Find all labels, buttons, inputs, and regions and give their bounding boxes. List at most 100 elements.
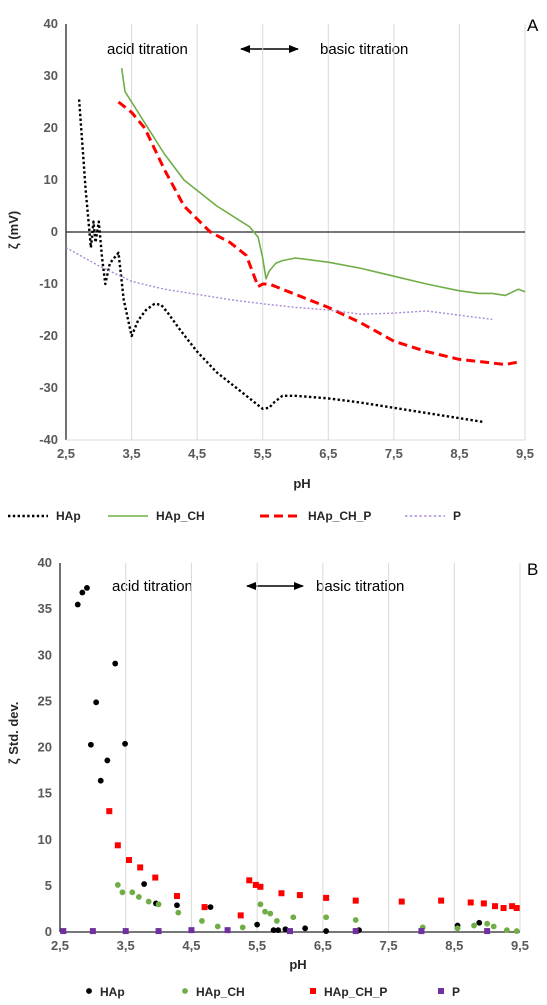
chart-b-series-hap-ch-point bbox=[490, 923, 497, 930]
chart-a: ζ (mV) pH A acid titration basic titrati… bbox=[6, 16, 539, 523]
chart-b-xlabel: pH bbox=[289, 957, 306, 972]
chart-a-ytick-label: 30 bbox=[44, 68, 58, 83]
chart-a-xtick-label: 4,5 bbox=[188, 446, 206, 461]
chart-b-series-hap-ch-p-point bbox=[237, 912, 244, 919]
chart-b-series-hap-ch-point bbox=[239, 924, 246, 931]
chart-b-series-hap-ch-point bbox=[262, 908, 268, 915]
chart-b-series-hap-point bbox=[270, 927, 277, 934]
chart-b-series-hap-ch-p-point bbox=[246, 877, 253, 884]
chart-b-xtick-label: 9,5 bbox=[511, 938, 529, 953]
chart-b-series-hap-ch-point bbox=[471, 922, 477, 929]
chart-b-series-hap-ch-p-point bbox=[352, 897, 359, 904]
chart-b-series-hap-ch-point bbox=[135, 894, 142, 900]
chart-b-ytick-label: 30 bbox=[38, 647, 52, 662]
chart-a-ytick-label: -30 bbox=[39, 380, 58, 395]
chart-b-series-p-point bbox=[287, 928, 293, 935]
chart-b-ytick-label: 15 bbox=[38, 786, 52, 801]
chart-a-series bbox=[65, 68, 526, 423]
chart-b-series-hap-point bbox=[122, 740, 128, 747]
chart-b-series-hap-point bbox=[302, 925, 309, 932]
chart-b-series-hap-ch-p-point bbox=[137, 864, 144, 871]
chart-a-xtick-label: 2,5 bbox=[57, 446, 75, 461]
chart-a-panel-label: A bbox=[527, 16, 539, 35]
chart-b-legend-p-label: P bbox=[452, 985, 460, 999]
chart-a-xlabel: pH bbox=[293, 476, 310, 491]
chart-b-xtick-label: 5,5 bbox=[248, 938, 266, 953]
chart-b-legend-hap-swatch bbox=[86, 988, 92, 994]
chart-b-series-hap-ch-point bbox=[352, 917, 359, 923]
chart-a-ticks: 2,5 3,5 4,5 5,5 6,5 7,5 8,5 9,5 40 30 20 10 0 -10 -20 -… bbox=[39, 16, 534, 461]
chart-b-ytick-label: 0 bbox=[45, 924, 52, 939]
chart-b-series-hap-point bbox=[275, 927, 282, 934]
chart-b-legend-p: P bbox=[438, 985, 460, 999]
chart-b-series-hap-ch-point bbox=[145, 898, 152, 905]
chart-b-series-hap-ch-point bbox=[129, 889, 136, 896]
chart-a-ylabel: ζ (mV) bbox=[6, 211, 21, 250]
chart-a-xtick-label: 3,5 bbox=[123, 446, 141, 461]
chart-b-series-hap-ch-point bbox=[119, 889, 126, 896]
chart-a-legend-p-label: P bbox=[453, 509, 461, 523]
chart-b-series-hap-ch-p-point bbox=[278, 890, 285, 897]
chart-a-legend-p: P bbox=[405, 509, 461, 523]
chart-b-series-hap-point bbox=[207, 904, 214, 910]
chart-b-series-hap-point bbox=[97, 777, 104, 784]
chart-a-xtick-label: 8,5 bbox=[450, 446, 468, 461]
chart-b-series-hap-ch-p-point bbox=[296, 892, 303, 899]
chart-a-ytick-label: 10 bbox=[44, 172, 58, 187]
chart-a-legend-hap-ch-p-label: HAp_CH_P bbox=[308, 509, 371, 523]
chart-b-legend-hap-ch-p-label: HAp_CH_P bbox=[324, 985, 387, 999]
chart-a-legend-hap-ch-p: HAp_CH_P bbox=[260, 509, 371, 523]
chart-b-series-hap-ch-p-point bbox=[509, 903, 516, 910]
chart-b-series-hap-ch-p-point bbox=[201, 904, 208, 911]
chart-a-annotation-basic: basic titration bbox=[320, 41, 408, 58]
chart-b-series-hap-point bbox=[74, 601, 81, 608]
chart-b-series-hap-ch-point bbox=[155, 901, 162, 908]
chart-b-legend-hap-ch: HAp_CH bbox=[182, 985, 245, 999]
chart-b-series-hap-point bbox=[282, 926, 289, 933]
chart-a-ytick-label: 0 bbox=[51, 224, 58, 239]
chart-b-series-hap-ch-point bbox=[214, 923, 221, 930]
chart-a-xtick-label: 6,5 bbox=[319, 446, 337, 461]
chart-a-series-hap-ch-line bbox=[120, 68, 526, 297]
chart-b-series-hap-ch-p-point bbox=[126, 857, 132, 864]
chart-b-series-hap-ch-p-point bbox=[257, 883, 264, 890]
chart-b-series-hap-point bbox=[93, 699, 100, 706]
chart-b-series-p-point bbox=[418, 928, 425, 935]
chart-b-legend: HAp HAp_CH HAp_CH_P P bbox=[86, 985, 460, 999]
chart-b-xtick-label: 7,5 bbox=[380, 938, 398, 953]
chart-b-series-hap-ch-p-point bbox=[323, 894, 330, 901]
chart-a-ytick-label: 40 bbox=[44, 16, 58, 31]
chart-b-series-hap-ch-point bbox=[273, 918, 280, 924]
chart-b-series-p-point bbox=[122, 928, 129, 935]
chart-b-series-hap-point bbox=[112, 660, 119, 667]
chart-b-xtick-label: 4,5 bbox=[182, 938, 200, 953]
chart-a-grid bbox=[65, 24, 526, 441]
chart-b-series-hap-ch-p-point bbox=[106, 808, 113, 815]
chart-a-ytick-label: 20 bbox=[44, 120, 58, 135]
chart-b-series-p-point bbox=[224, 927, 231, 934]
chart-b-series-hap-ch-point bbox=[199, 918, 205, 924]
chart-b-series-p-point bbox=[188, 927, 195, 934]
chart-b-legend-hap-ch-p-swatch bbox=[310, 988, 316, 994]
chart-b-annotation-acid: acid titration bbox=[112, 578, 193, 595]
chart-b-series-hap-ch-point bbox=[454, 925, 461, 932]
chart-b-series-hap-ch-point bbox=[513, 928, 520, 934]
chart-b-series-hap-ch-point bbox=[323, 914, 330, 921]
chart-a-annotation-acid: acid titration bbox=[107, 41, 188, 58]
chart-b-series-hap-ch-p-point bbox=[467, 899, 474, 906]
chart-b-ylabel: ζ Std. dev. bbox=[6, 702, 21, 765]
chart-a-ytick-label: -40 bbox=[39, 432, 58, 447]
chart-b-ticks: 2,5 3,5 4,5 5,5 6,5 7,5 8,5 9,5 40 35 30 25 20 15 10 5 0 bbox=[38, 555, 530, 953]
chart-a-xtick-label: 7,5 bbox=[385, 446, 403, 461]
chart-b-series-hap-ch-point bbox=[257, 901, 264, 908]
chart-b-series-hap-point bbox=[84, 585, 90, 591]
chart-a-xtick-label: 5,5 bbox=[254, 446, 272, 461]
chart-b-series-hap-ch-p-point bbox=[252, 881, 259, 888]
chart-b-series-hap-ch-p-point bbox=[152, 874, 159, 881]
chart-b-series-hap-ch-p-point bbox=[500, 905, 507, 912]
chart-b-series-p-point bbox=[352, 928, 359, 935]
chart-b-series-p-point bbox=[60, 928, 67, 935]
chart-b-series-hap-point bbox=[141, 881, 148, 887]
chart-b-series-hap-ch-p-point bbox=[492, 903, 499, 910]
